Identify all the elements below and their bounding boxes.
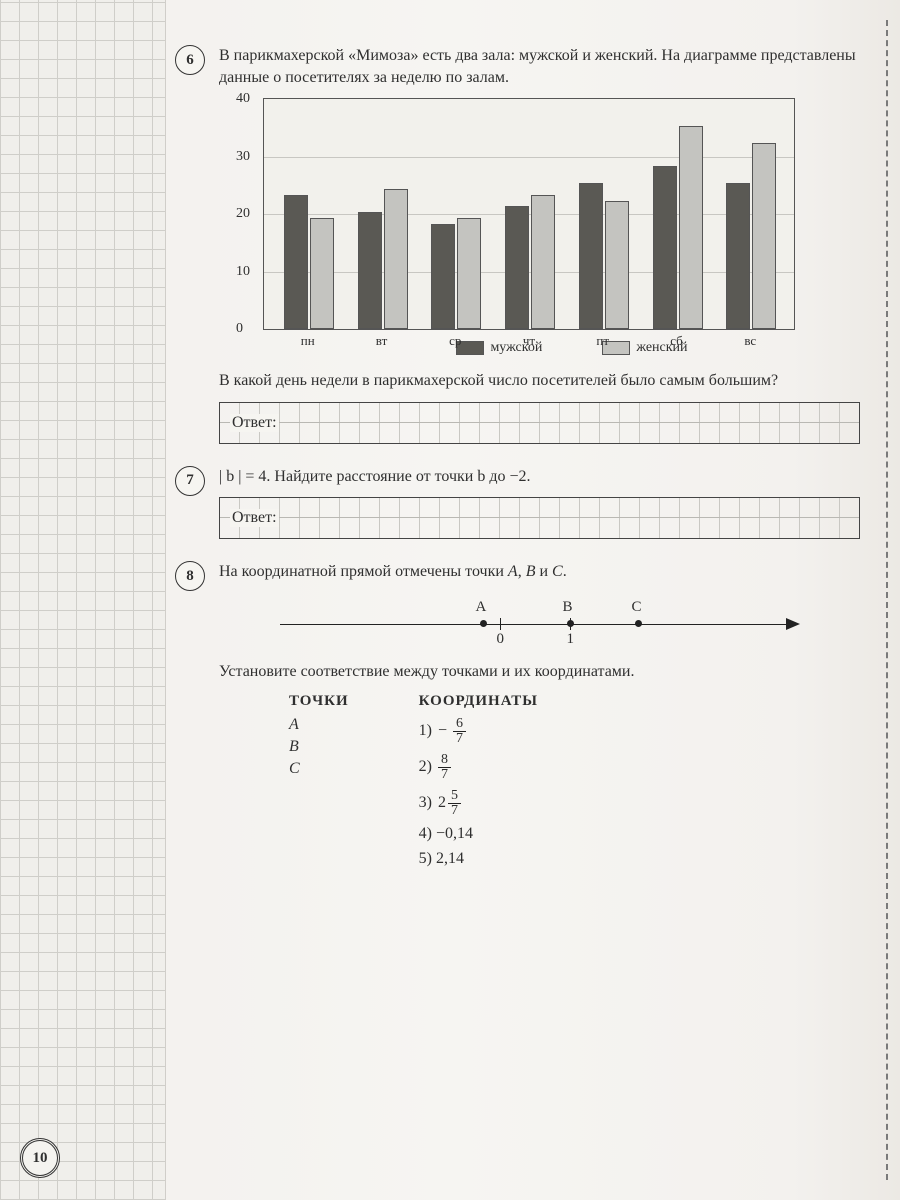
problem-6: 6 В парикмахерской «Мимоза» есть два зал…: [175, 45, 860, 444]
answer-label: Ответ:: [230, 414, 279, 432]
x-tick-label: вт: [352, 333, 412, 349]
problem-text: На координатной прямой отмечены точки A,…: [219, 561, 860, 583]
point-A: [480, 620, 487, 627]
coord-option: 1) − 67: [419, 717, 538, 746]
answer-box[interactable]: Ответ:: [219, 497, 860, 539]
number-line: A B C 0 1: [280, 599, 800, 649]
x-tick-label: ср: [425, 333, 485, 349]
bar-male: [284, 195, 308, 329]
bar-male: [726, 183, 750, 329]
page-tear-edge: [886, 20, 888, 1180]
bar-female: [605, 201, 629, 330]
problem-instruction: Установите соответствие между точками и …: [219, 661, 860, 683]
point-item: B: [289, 738, 349, 756]
bar-female: [457, 218, 481, 329]
bar-male: [358, 212, 382, 329]
y-tick-label: 20: [236, 206, 250, 222]
point-C: [635, 620, 642, 627]
problem-question: В какой день недели в парикмахерской чис…: [219, 370, 860, 392]
x-tick-label: пт: [573, 333, 633, 349]
visitors-chart: 010203040пнвтсрчтптсбвс мужской женский: [263, 98, 860, 356]
y-tick-label: 10: [236, 264, 250, 280]
x-tick-label: чт: [499, 333, 559, 349]
bar-male: [431, 224, 455, 330]
coords-column: КООРДИНАТЫ 1) − 67 2) 87 3) 2 57: [419, 693, 538, 875]
coord-option: 5) 2,14: [419, 850, 538, 868]
x-tick-label: пн: [278, 333, 338, 349]
x-tick-label: вс: [720, 333, 780, 349]
column-header: ТОЧКИ: [289, 693, 349, 710]
y-tick-label: 0: [236, 321, 243, 337]
bar-male: [579, 183, 603, 329]
answer-label: Ответ:: [230, 509, 279, 527]
bar-female: [752, 143, 776, 329]
problem-number-badge: 6: [175, 45, 205, 75]
y-tick-label: 30: [236, 149, 250, 165]
problem-number-badge: 7: [175, 466, 205, 496]
x-tick-label: сб: [647, 333, 707, 349]
page-number-badge: 10: [20, 1138, 60, 1178]
answer-box[interactable]: Ответ:: [219, 402, 860, 444]
point-label: B: [563, 599, 573, 616]
bar-female: [531, 195, 555, 329]
bar-female: [310, 218, 334, 329]
matching-columns: ТОЧКИ A B C КООРДИНАТЫ 1) − 67 2) 87: [289, 693, 860, 875]
graph-paper-margin: [0, 0, 166, 1200]
point-B: [567, 620, 574, 627]
bar-male: [653, 166, 677, 329]
page-content: 6 В парикмахерской «Мимоза» есть два зал…: [175, 45, 860, 1180]
y-tick-label: 40: [236, 91, 250, 107]
tick-label: 0: [497, 631, 505, 648]
problem-text: | b | = 4. Найдите расстояние от точки b…: [219, 466, 860, 488]
coord-option: 2) 87: [419, 753, 538, 782]
point-item: A: [289, 716, 349, 734]
point-label: C: [632, 599, 642, 616]
coord-option: 3) 2 57: [419, 789, 538, 818]
problem-number-badge: 8: [175, 561, 205, 591]
bar-female: [384, 189, 408, 329]
point-item: C: [289, 760, 349, 778]
problem-text: В парикмахерской «Мимоза» есть два зала:…: [219, 45, 860, 88]
problem-8: 8 На координатной прямой отмечены точки …: [175, 561, 860, 874]
problem-7: 7 | b | = 4. Найдите расстояние от точки…: [175, 466, 860, 540]
points-column: ТОЧКИ A B C: [289, 693, 349, 875]
bar-female: [679, 126, 703, 329]
point-label: A: [476, 599, 487, 616]
bar-male: [505, 206, 529, 329]
column-header: КООРДИНАТЫ: [419, 693, 538, 710]
arrow-icon: [786, 618, 800, 630]
tick-label: 1: [567, 631, 575, 648]
coord-option: 4) −0,14: [419, 825, 538, 843]
